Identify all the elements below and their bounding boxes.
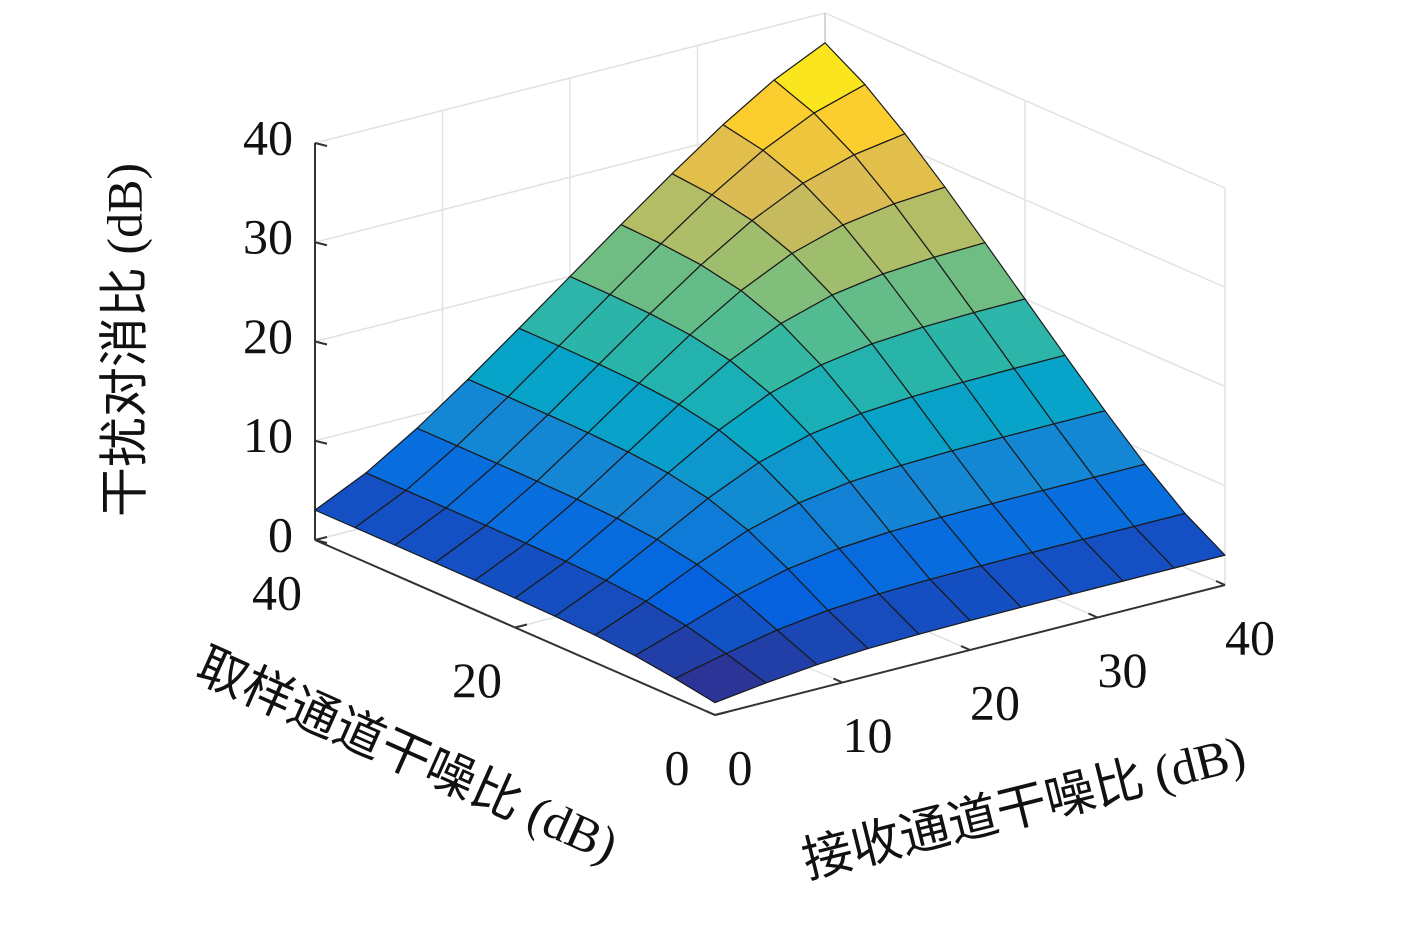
axes xyxy=(314,142,1226,716)
y-tick xyxy=(714,711,728,716)
z-tick xyxy=(314,439,328,445)
surface-face xyxy=(674,653,767,704)
y-tick xyxy=(514,623,528,629)
z-tick xyxy=(314,142,328,147)
z-tick-label: 40 xyxy=(243,109,293,165)
y-tick-label: 40 xyxy=(252,564,302,620)
x-tick-label: 20 xyxy=(970,674,1020,730)
x-tick xyxy=(1215,580,1226,586)
x-tick xyxy=(705,710,716,716)
z-axis-title: 干扰对消比 (dB) xyxy=(96,163,152,517)
surface xyxy=(314,42,1226,704)
z-tick-label: 30 xyxy=(243,209,293,265)
x-tick-label: 0 xyxy=(728,739,753,795)
z-tick-label: 10 xyxy=(243,407,293,463)
y-tick-label: 0 xyxy=(665,739,690,795)
x-tick xyxy=(1088,612,1098,619)
y-axis-title: 取样通道干噪比 (dB) xyxy=(188,637,626,873)
z-tick xyxy=(314,340,328,346)
x-tick-label: 30 xyxy=(1098,642,1148,698)
x-tick xyxy=(833,677,843,684)
y-tick-label: 20 xyxy=(452,652,502,708)
x-tick xyxy=(960,645,971,651)
z-tick-label: 20 xyxy=(243,308,293,364)
y-tick xyxy=(314,536,328,541)
x-tick-label: 10 xyxy=(843,707,893,763)
z-tick-label: 0 xyxy=(268,506,293,562)
x-tick-label: 40 xyxy=(1225,609,1275,665)
z-tick xyxy=(314,241,328,247)
